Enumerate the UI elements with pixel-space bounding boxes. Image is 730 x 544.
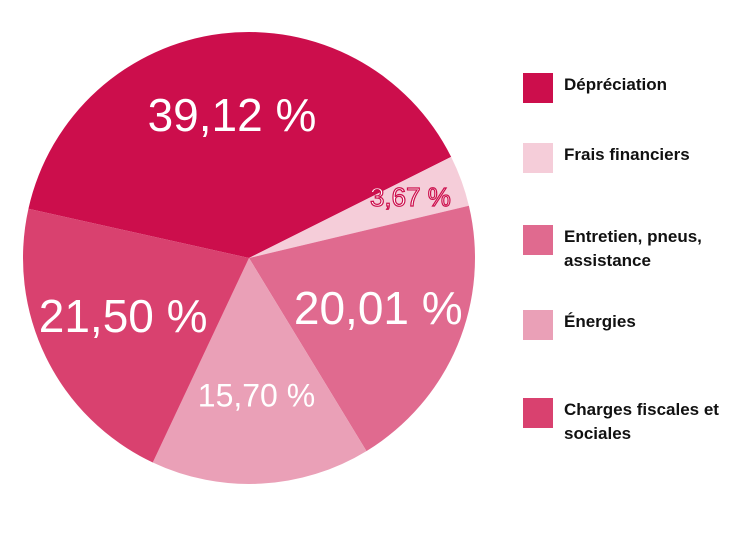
pie-slice (28, 32, 452, 259)
pie-chart: 39,12 % 3,67 % 20,01 % 15,70 % 21,50 % (23, 32, 475, 484)
data-label: 15,70 % (198, 377, 315, 413)
legend-item: Énergies (523, 310, 724, 340)
legend-label: Frais financiers (564, 145, 690, 164)
legend-item: Charges fiscales et sociales (523, 398, 724, 446)
legend-swatch (523, 398, 553, 428)
legend-label: Dépréciation (564, 75, 667, 94)
legend-swatch (523, 310, 553, 340)
data-label: 20,01 % (294, 282, 463, 334)
legend-swatch (523, 225, 553, 255)
legend-label: Entretien, pneus, assistance (564, 227, 702, 270)
data-label: 3,67 % (370, 182, 451, 212)
pie-slice (249, 205, 475, 452)
legend-swatch (523, 143, 553, 173)
data-label: 39,12 % (148, 89, 317, 141)
legend-swatch (523, 73, 553, 103)
pie-slice (249, 156, 469, 258)
legend-label: Énergies (564, 312, 636, 331)
legend-item: Frais financiers (523, 143, 724, 173)
pie-slice (152, 258, 367, 484)
legend-label: Charges fiscales et sociales (564, 400, 719, 443)
legend-item: Entretien, pneus, assistance (523, 225, 724, 273)
legend-item: Dépréciation (523, 73, 724, 103)
data-label: 21,50 % (39, 290, 208, 342)
pie-slice (23, 208, 250, 463)
